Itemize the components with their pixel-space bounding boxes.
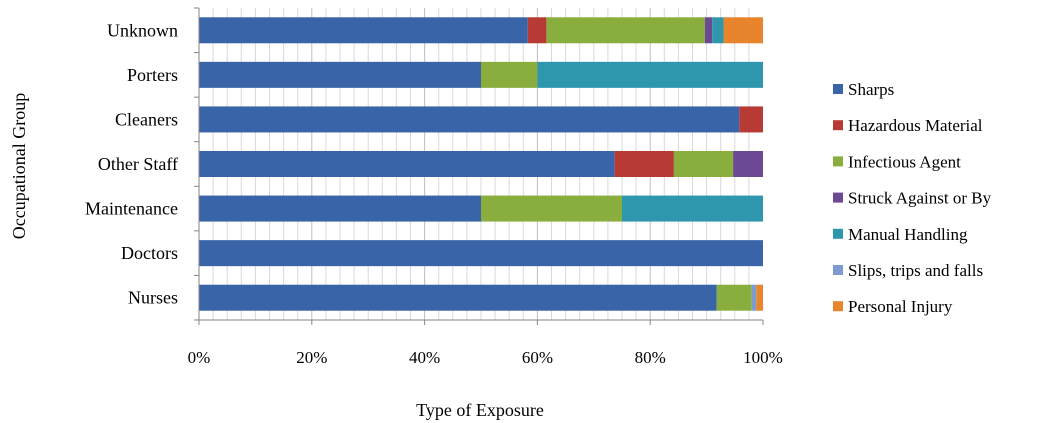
category-label: Nurses	[128, 288, 178, 308]
legend-swatch	[833, 192, 843, 203]
bar-segment	[739, 106, 763, 133]
bar-segment	[199, 17, 528, 44]
x-tick-label: 40%	[409, 348, 440, 367]
legend-swatch	[833, 301, 843, 312]
legend-label: Slips, trips and falls	[848, 261, 983, 280]
legend-label: Infectious Agent	[848, 152, 961, 171]
x-tick-label: 20%	[296, 348, 327, 367]
category-label: Porters	[127, 65, 178, 85]
bar-segment	[756, 284, 763, 311]
legend-swatch	[833, 228, 843, 239]
bar-segment	[751, 284, 757, 311]
legend-label: Manual Handling	[848, 225, 968, 244]
bar-segment	[537, 61, 763, 88]
legend-label: Struck Against or By	[848, 189, 992, 208]
legend-label: Sharps	[848, 80, 894, 99]
bars	[199, 17, 763, 311]
bar-segment	[199, 195, 481, 222]
bar-segment	[716, 284, 752, 311]
category-label: Maintenance	[85, 199, 178, 219]
category-label: Doctors	[121, 243, 178, 263]
category-label: Cleaners	[115, 109, 178, 129]
legend-label: Personal Injury	[848, 297, 953, 316]
bar-segment	[481, 61, 538, 88]
bar-segment	[622, 195, 763, 222]
bar-segment	[199, 284, 717, 311]
bar-segment	[614, 151, 674, 177]
legend: Sharps Hazardous Material Infectious Agent…	[833, 80, 992, 316]
bar-segment	[481, 195, 622, 222]
bar-segment	[546, 17, 705, 44]
bar-segment	[199, 240, 763, 267]
legend-swatch	[833, 120, 843, 131]
bar-segment	[199, 106, 740, 133]
category-label: Other Staff	[98, 154, 178, 174]
bar-segment	[704, 17, 713, 44]
y-axis-title: Occupational Group	[9, 93, 29, 239]
axes	[194, 7, 764, 325]
x-tick-label: 0%	[188, 348, 211, 367]
bar-segment	[199, 61, 481, 88]
bar-segment	[712, 17, 724, 44]
x-tick-label: 100%	[743, 348, 783, 367]
x-tick-label: 80%	[635, 348, 666, 367]
legend-label: Hazardous Material	[848, 116, 983, 135]
legend-swatch	[833, 265, 843, 275]
legend-swatch	[833, 156, 843, 167]
legend-swatch	[833, 84, 843, 94]
x-axis-title: Type of Exposure	[416, 400, 544, 420]
bar-segment	[199, 151, 615, 177]
bar-segment	[527, 17, 547, 44]
bar-segment	[733, 151, 763, 177]
category-labels: Unknown Porters Cleaners Other Staff Mainten…	[85, 20, 178, 307]
category-label: Unknown	[107, 20, 178, 40]
bar-segment	[723, 17, 763, 44]
x-tick-label: 60%	[522, 348, 553, 367]
bar-segment	[673, 151, 734, 177]
x-tick-labels: 0% 20% 40% 60% 80% 100%	[188, 348, 783, 367]
